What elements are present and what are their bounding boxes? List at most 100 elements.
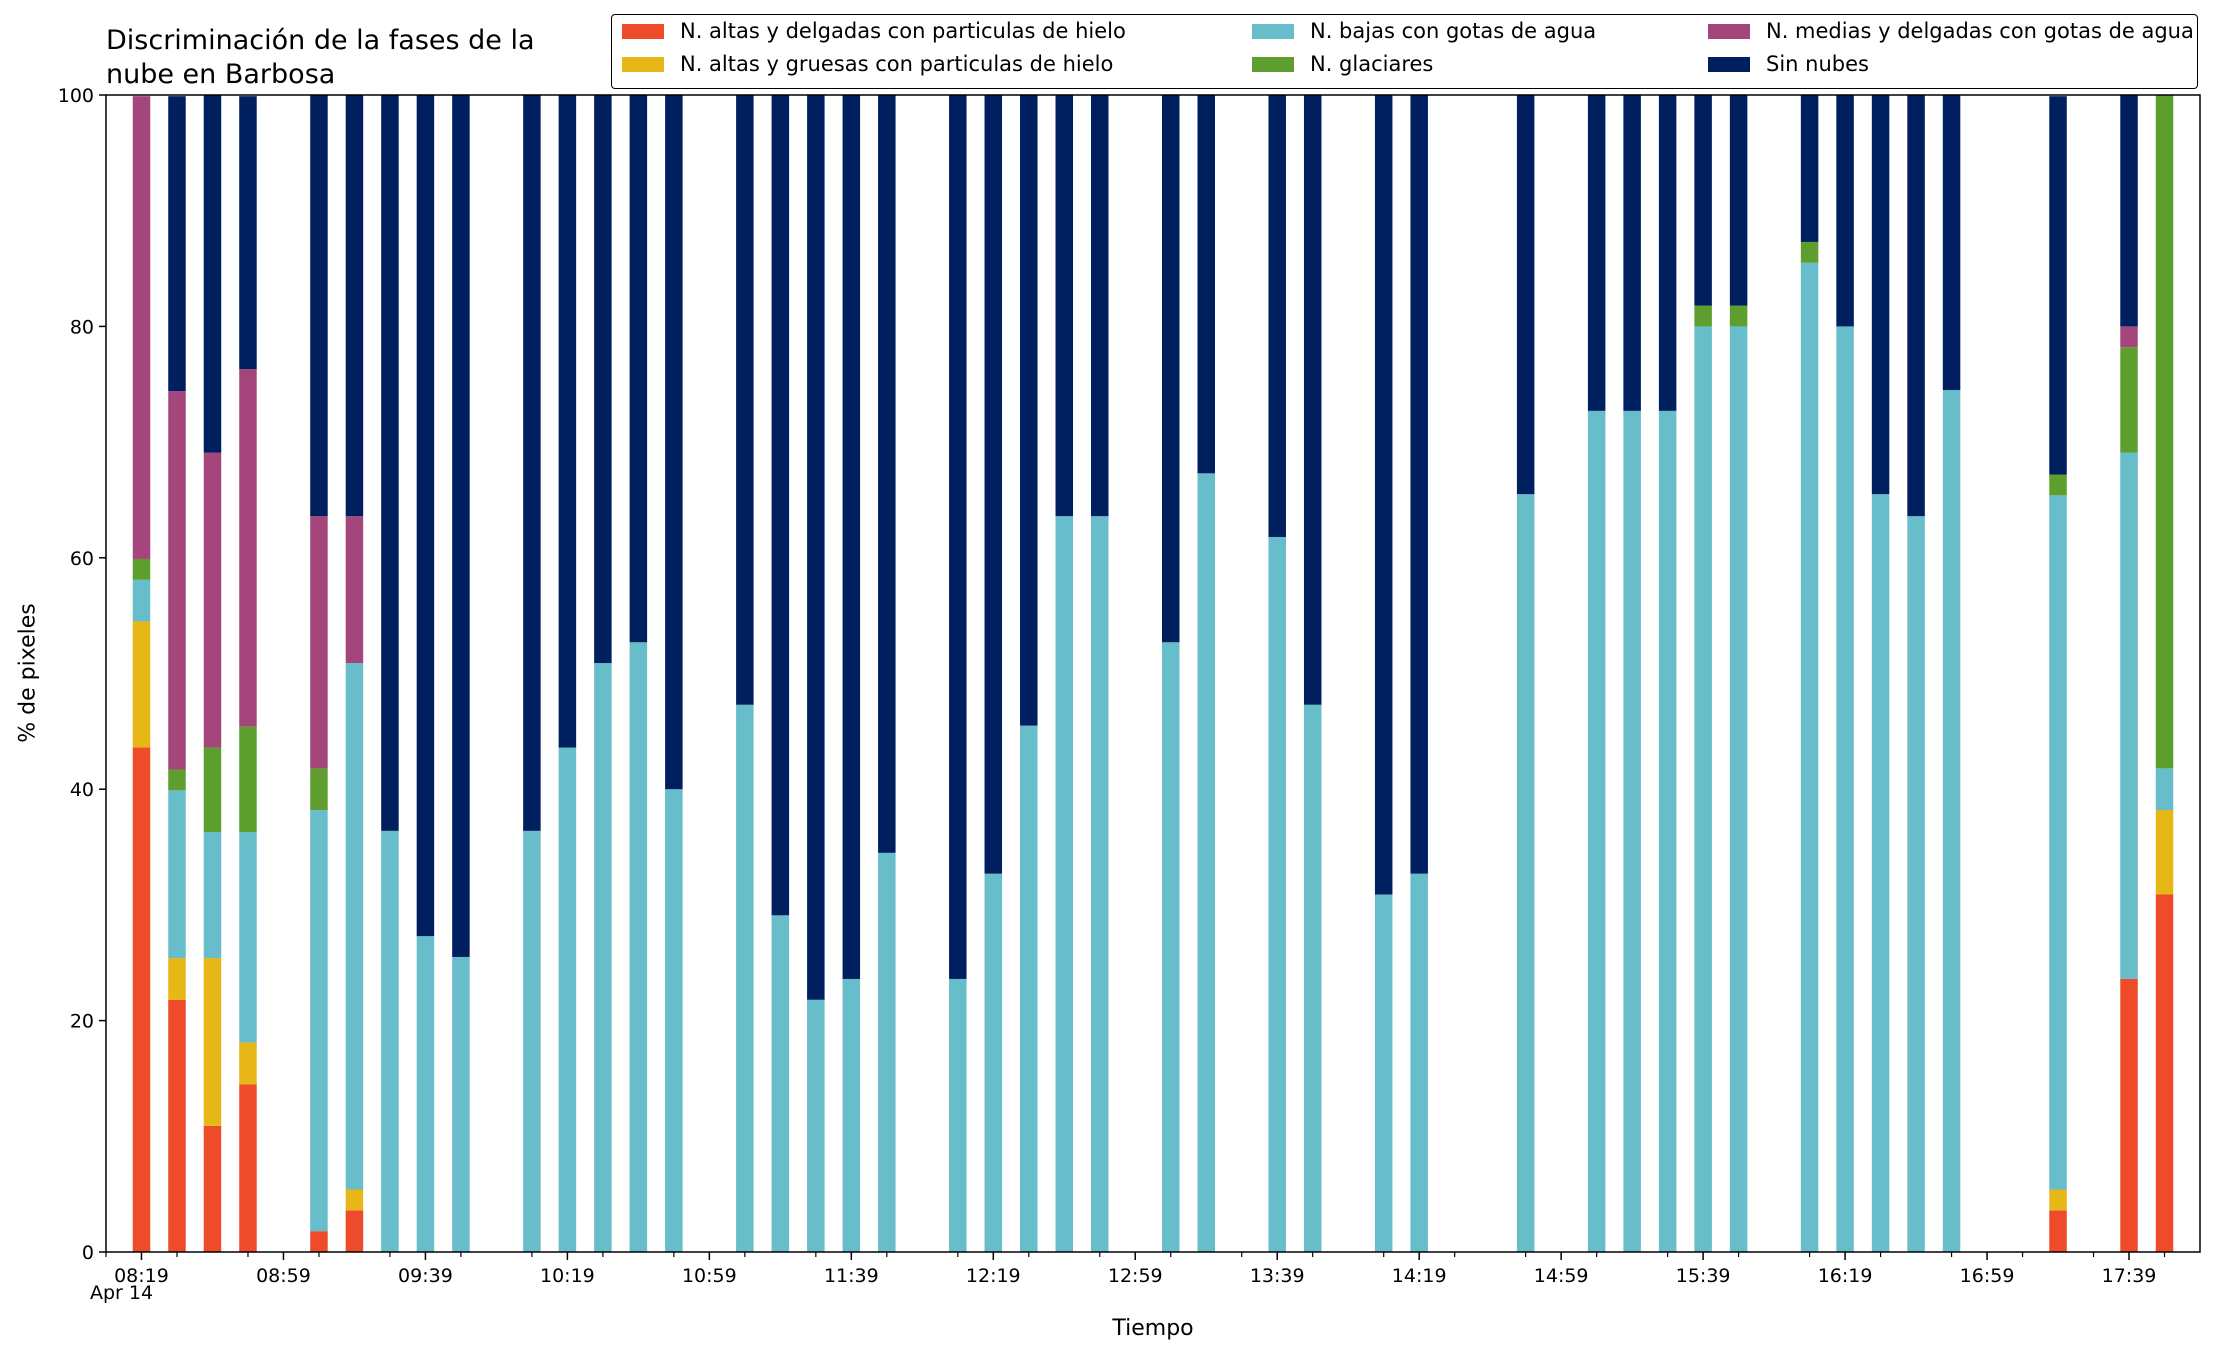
bar-segment — [2120, 326, 2138, 348]
legend-item: N. medias y delgadas con gotas de agua — [1708, 19, 2194, 43]
bar-segment — [2155, 810, 2174, 895]
chart-title: Discriminación de la fases de la nube en… — [106, 25, 535, 90]
bar-segment — [594, 95, 612, 664]
bar-segment — [203, 452, 222, 748]
bar-segment — [310, 1231, 328, 1252]
plot-frame — [105, 94, 2201, 1253]
legend-label: N. medias y delgadas con gotas de agua — [1766, 19, 2194, 43]
bar-segment — [1091, 516, 1109, 1252]
bar-segment — [416, 936, 435, 1252]
bar-segment — [736, 95, 754, 705]
bar-segment — [1729, 305, 1748, 327]
x-tick-label: 09:39 — [398, 1265, 453, 1287]
x-tick-label: 08:59 — [256, 1265, 311, 1287]
x-tick-label: 12:59 — [1108, 1265, 1163, 1287]
bar-segment — [168, 999, 186, 1252]
bar-segment — [239, 1042, 257, 1085]
bar-segment — [842, 978, 861, 1252]
bar-segment — [1907, 95, 1925, 517]
bar-segment — [771, 95, 790, 916]
bar-segment — [2155, 95, 2174, 769]
legend-swatch — [1252, 23, 1294, 39]
bar-segment — [345, 663, 364, 1190]
bar-segment — [452, 956, 470, 1252]
bar-segment — [984, 873, 1003, 1252]
legend-item: N. altas y delgadas con particulas de hi… — [622, 19, 1126, 43]
bar-segment — [1694, 326, 1712, 1252]
x-tick-label: 08:19 — [114, 1265, 169, 1287]
bar-segment — [132, 558, 151, 580]
bar-segment — [132, 96, 151, 559]
bar-segment — [523, 95, 541, 831]
bar-segment — [168, 391, 186, 770]
bar-segment — [949, 95, 967, 979]
bar-segment — [949, 978, 967, 1252]
bar-segment — [132, 621, 151, 748]
x-tick-label: 10:19 — [540, 1265, 595, 1287]
bar-segment — [168, 790, 186, 959]
legend-item: Sin nubes — [1708, 52, 1869, 76]
legend-label: N. altas y gruesas con particulas de hie… — [680, 52, 1114, 76]
bar-segment — [1374, 95, 1393, 895]
x-axis-date-label: Apr 14 — [90, 1282, 154, 1304]
bar-segment — [1729, 326, 1748, 1252]
bar-segment — [2049, 1189, 2067, 1211]
bar-segment — [381, 830, 399, 1252]
legend-item: N. altas y gruesas con particulas de hie… — [622, 52, 1113, 76]
bar-segment — [1303, 95, 1322, 705]
bar-segment — [1197, 473, 1215, 1253]
bar-segment — [1907, 516, 1925, 1252]
bar-segment — [665, 789, 683, 1252]
legend-swatch — [622, 56, 664, 72]
bar-segment — [168, 958, 186, 1000]
bar-segment — [1303, 704, 1322, 1252]
bar-segment — [381, 95, 399, 831]
legend-swatch — [1708, 56, 1750, 72]
bar-segment — [1694, 305, 1712, 327]
bar-segment — [1871, 95, 1890, 495]
bar-segment — [2155, 894, 2174, 1252]
bar-segment — [807, 95, 825, 1000]
bar-segment — [523, 830, 541, 1252]
legend-item: N. bajas con gotas de agua — [1252, 19, 1596, 43]
bar-segment — [878, 852, 896, 1252]
bar-segment — [629, 642, 648, 1252]
legend-swatch — [622, 23, 664, 39]
legend-label: N. bajas con gotas de agua — [1310, 19, 1597, 43]
bar-segment — [1516, 494, 1535, 1252]
y-tick-label: 20 — [70, 1011, 94, 1033]
bar-segment — [2120, 978, 2138, 1252]
bar-segment — [1374, 894, 1393, 1252]
bar-segment — [168, 96, 186, 392]
bar-segment — [416, 95, 435, 937]
bar-segment — [558, 95, 577, 748]
x-tick-label: 16:19 — [1818, 1265, 1873, 1287]
y-tick-label: 100 — [58, 85, 94, 107]
x-tick-label: 16:59 — [1960, 1265, 2015, 1287]
legend-swatch — [1252, 56, 1294, 72]
bar-segment — [132, 579, 151, 622]
bar-segment — [878, 95, 896, 853]
legend-swatch — [1708, 23, 1750, 39]
bar-segment — [665, 95, 683, 790]
bar-segment — [984, 95, 1003, 874]
legend-label: N. altas y delgadas con particulas de hi… — [680, 19, 1126, 43]
bar-segment — [1658, 410, 1677, 1252]
bars — [132, 95, 2174, 1253]
bar-segment — [1055, 95, 1074, 517]
bar-segment — [2155, 768, 2174, 811]
bar-segment — [1800, 241, 1819, 263]
y-tick-label: 60 — [70, 548, 94, 570]
bar-segment — [310, 810, 328, 1232]
bar-segment — [771, 915, 790, 1252]
bar-segment — [1836, 95, 1854, 327]
bar-segment — [1162, 642, 1180, 1252]
bar-segment — [168, 769, 186, 791]
bar-segment — [1729, 95, 1748, 306]
bar-segment — [203, 958, 222, 1126]
bar-segment — [1197, 95, 1215, 474]
bar-segment — [310, 516, 328, 769]
bar-segment — [736, 704, 754, 1252]
bar-segment — [1162, 95, 1180, 643]
chart-legend: N. altas y delgadas con particulas de hi… — [611, 14, 2198, 89]
